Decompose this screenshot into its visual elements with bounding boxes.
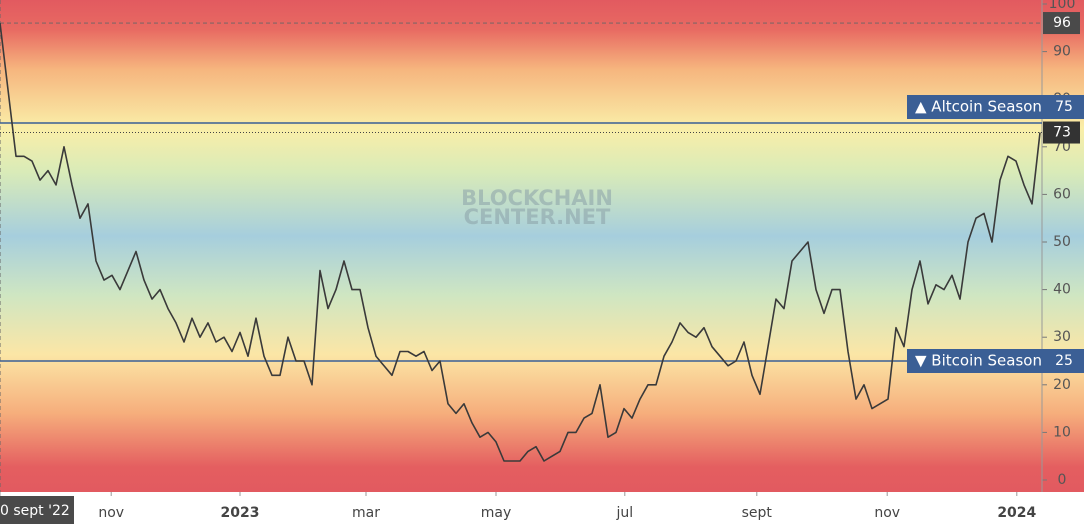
value-box-label: 96 — [1053, 15, 1071, 31]
threshold-label: ▼ Bitcoin Season — [915, 352, 1042, 370]
y-tick-label: 50 — [1053, 234, 1071, 250]
threshold-label-box — [907, 349, 1084, 373]
threshold-value: 75 — [1055, 99, 1073, 115]
x-tick-label: nov — [98, 505, 124, 521]
y-tick-label: 0 — [1058, 472, 1067, 488]
background — [0, 0, 1084, 492]
x-tick-label: nov — [874, 505, 900, 521]
y-tick-label: 30 — [1053, 329, 1071, 345]
x-tick-label: mar — [352, 505, 380, 521]
watermark: CENTER.NET — [464, 205, 611, 229]
x-tick-label: sept — [742, 505, 773, 521]
threshold-label: ▲ Altcoin Season — [915, 98, 1042, 116]
y-tick-label: 90 — [1053, 44, 1071, 60]
y-tick-label: 60 — [1053, 186, 1071, 202]
value-box — [1043, 121, 1080, 144]
threshold-value: 25 — [1055, 353, 1073, 369]
x-tick-label: jul — [615, 505, 633, 521]
threshold-label-box — [907, 95, 1084, 119]
y-tick-label: 20 — [1053, 377, 1071, 393]
x-crosshair-box — [0, 496, 74, 524]
y-tick-label: 40 — [1053, 282, 1071, 298]
value-box-label: 73 — [1053, 125, 1071, 141]
x-tick-label: may — [481, 505, 512, 521]
value-box — [1043, 12, 1080, 35]
y-tick-label: 10 — [1053, 424, 1071, 440]
watermark: BLOCKCHAIN — [461, 186, 613, 210]
x-tick-label: 2023 — [221, 505, 260, 521]
series-line — [0, 22, 1041, 462]
x-tick-label: 0 sept '22 — [0, 503, 70, 519]
y-tick-label: 100 — [1049, 0, 1076, 12]
x-tick-label: 2024 — [997, 505, 1036, 521]
